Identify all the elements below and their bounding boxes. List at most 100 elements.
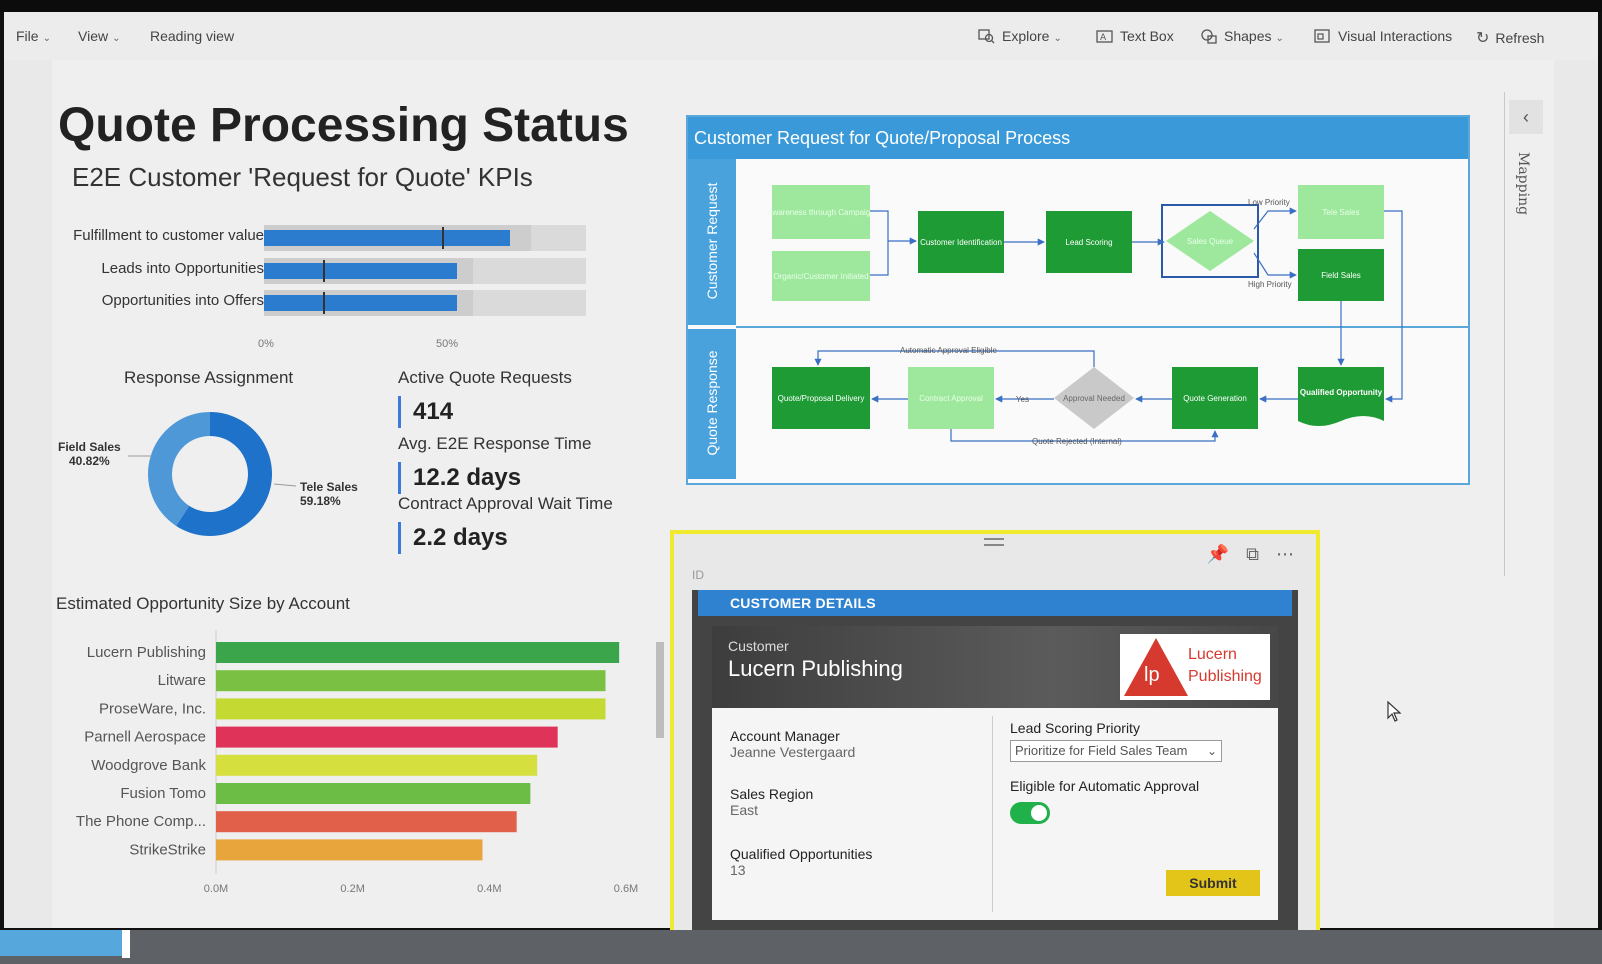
node-organic [772, 251, 870, 301]
opportunity-category-label: StrikeStrike [129, 841, 206, 858]
field-sales-slice-label: Field Sales 40.82% [58, 440, 121, 468]
logo-line-1: Lucern [1188, 646, 1237, 663]
lane-label-customer-request: Customer Request [704, 183, 720, 300]
account-manager-label: Account Manager [730, 728, 840, 744]
opportunity-bar[interactable] [216, 726, 558, 748]
opportunity-bar[interactable] [216, 670, 606, 692]
logo-triangle [1124, 638, 1188, 696]
edge-yes: Yes [1016, 395, 1029, 404]
column-divider [992, 716, 993, 912]
more-options-icon[interactable]: ⋯ [1276, 544, 1294, 564]
refresh-icon: ↻ [1476, 30, 1490, 47]
logo-name: Lucern Publishing [1188, 644, 1262, 688]
page-subtitle: E2E Customer 'Request for Quote' KPIs [72, 162, 533, 192]
page-progress-segment[interactable] [0, 930, 122, 956]
chevron-down-icon: ⌄ [42, 33, 51, 44]
kpi-value-bar [264, 230, 510, 246]
opportunity-category-label: ProseWare, Inc. [99, 700, 206, 717]
node-awareness [772, 185, 870, 239]
pin-icon[interactable]: 📌 [1206, 544, 1230, 564]
donut-leader-lines [128, 455, 297, 487]
opportunity-chart-title: Estimated Opportunity Size by Account [56, 594, 350, 613]
auto-approval-toggle[interactable] [1010, 802, 1050, 824]
file-menu[interactable]: File ⌄ [16, 28, 51, 44]
response-assignment-donut[interactable] [144, 408, 276, 540]
field-sales-pct: 40.82% [69, 454, 110, 468]
node-field-sales-label: Field Sales [1321, 271, 1361, 280]
kpi-row-label: Fulfillment to customer value [73, 227, 264, 244]
opportunity-bar[interactable] [216, 698, 606, 720]
kpi-row[interactable]: Opportunities into Offers [24, 287, 604, 317]
donut-slice-tele-sales[interactable] [176, 412, 272, 536]
reading-view-button[interactable]: Reading view [150, 28, 235, 44]
process-flow-canvas: Customer Request Quote Response Awarenes… [688, 159, 1468, 479]
opportunity-bar-chart[interactable]: Lucern Publishing Litware ProseWare, Inc. P… [56, 630, 656, 920]
avg-response-time-value: 12.2 days [398, 462, 521, 494]
opportunity-bar[interactable] [216, 642, 620, 663]
opportunity-bar[interactable] [216, 839, 483, 861]
customer-details-card[interactable]: 📌 ⧉ ⋯ ID CUSTOMER DETAILS Customer Lucer… [670, 530, 1320, 962]
drag-handle[interactable] [984, 538, 1004, 546]
focus-mode-icon[interactable]: ⧉ [1246, 544, 1259, 564]
lead-scoring-priority-label: Lead Scoring Priority [1010, 720, 1140, 736]
customer-logo: lp Lucern Publishing [1120, 634, 1270, 700]
chevron-down-icon: ⌄ [1206, 744, 1217, 758]
edge-auto-approval: Automatic Approval Eligible [900, 346, 997, 355]
page-title: Quote Processing Status [58, 99, 629, 152]
opportunity-bar[interactable] [216, 783, 531, 804]
node-qualified-label: Qualified Opportunity [1300, 388, 1383, 397]
kpi-target-marker [323, 260, 326, 282]
file-menu-label: File [16, 28, 39, 44]
customer-label: Customer [728, 638, 789, 654]
opportunity-category-label: Woodgrove Bank [91, 757, 206, 774]
opportunity-x-tick: 0.4M [477, 883, 501, 895]
menu-bar: File ⌄ View ⌄ Reading view Explore ⌄ A Text … [4, 12, 1598, 60]
id-label: ID [692, 568, 704, 582]
page-progress-handle[interactable] [122, 930, 130, 958]
view-menu[interactable]: View ⌄ [78, 28, 120, 44]
contract-wait-value: 2.2 days [398, 522, 508, 554]
node-quote-generation [1172, 367, 1258, 429]
chevron-down-icon: ⌄ [1275, 33, 1284, 44]
explore-icon [978, 29, 995, 44]
kpi-row[interactable]: Fulfillment to customer value [24, 222, 604, 252]
opportunity-category-label: Litware [158, 672, 206, 689]
customer-banner: Customer Lucern Publishing lp Lucern Publ… [712, 626, 1278, 708]
opportunity-x-tick: 0.6M [614, 883, 638, 895]
view-menu-label: View [78, 28, 109, 44]
chart-scrollbar[interactable] [656, 642, 664, 738]
kpi-axis-tick-0: 0% [258, 338, 274, 350]
chevron-left-icon: ‹ [1523, 107, 1529, 127]
donut-slice-field-sales[interactable] [148, 412, 210, 526]
opportunity-bar[interactable] [216, 811, 517, 833]
mapping-panel: ‹ Mapping [1504, 92, 1544, 576]
mapping-panel-label[interactable]: Mapping [1515, 152, 1531, 216]
visual-interactions-button[interactable]: Visual Interactions [1314, 28, 1452, 44]
explore-label: Explore [1002, 28, 1050, 44]
opportunity-x-tick: 0.0M [204, 883, 228, 895]
node-approval-label: Approval Needed [1063, 394, 1125, 403]
refresh-button[interactable]: ↻ Refresh [1476, 28, 1544, 48]
qualified-opportunities-label: Qualified Opportunities [730, 846, 873, 862]
node-organic-label: Organic/Customer Initiated [773, 272, 868, 281]
process-flow-diagram[interactable]: Customer Request for Quote/Proposal Proc… [686, 115, 1470, 485]
node-delivery-label: Quote/Proposal Delivery [778, 394, 865, 403]
lane-quote-response [688, 329, 736, 479]
contract-wait-label: Contract Approval Wait Time [398, 494, 613, 513]
mouse-cursor-icon [1387, 700, 1402, 722]
avg-response-time-label: Avg. E2E Response Time [398, 434, 592, 453]
text-box-button[interactable]: A Text Box [1096, 28, 1174, 44]
submit-button[interactable]: Submit [1166, 870, 1260, 896]
collapse-panel-button[interactable]: ‹ [1509, 100, 1543, 134]
lead-scoring-priority-select[interactable]: Prioritize for Field Sales Team ⌄ [1010, 740, 1222, 762]
toggle-knob [1031, 805, 1047, 821]
kpi-row[interactable]: Leads into Opportunities [24, 255, 604, 285]
svg-text:A: A [1100, 33, 1107, 43]
explore-menu[interactable]: Explore ⌄ [978, 28, 1062, 44]
opportunity-category-label: Parnell Aerospace [84, 729, 206, 746]
auto-approval-label: Eligible for Automatic Approval [1010, 778, 1200, 794]
edge-low-priority: Low Priority [1248, 198, 1290, 207]
shapes-menu[interactable]: Shapes ⌄ [1200, 28, 1284, 44]
kpi-axis-tick-1: 50% [436, 338, 459, 350]
opportunity-bar[interactable] [216, 754, 538, 776]
